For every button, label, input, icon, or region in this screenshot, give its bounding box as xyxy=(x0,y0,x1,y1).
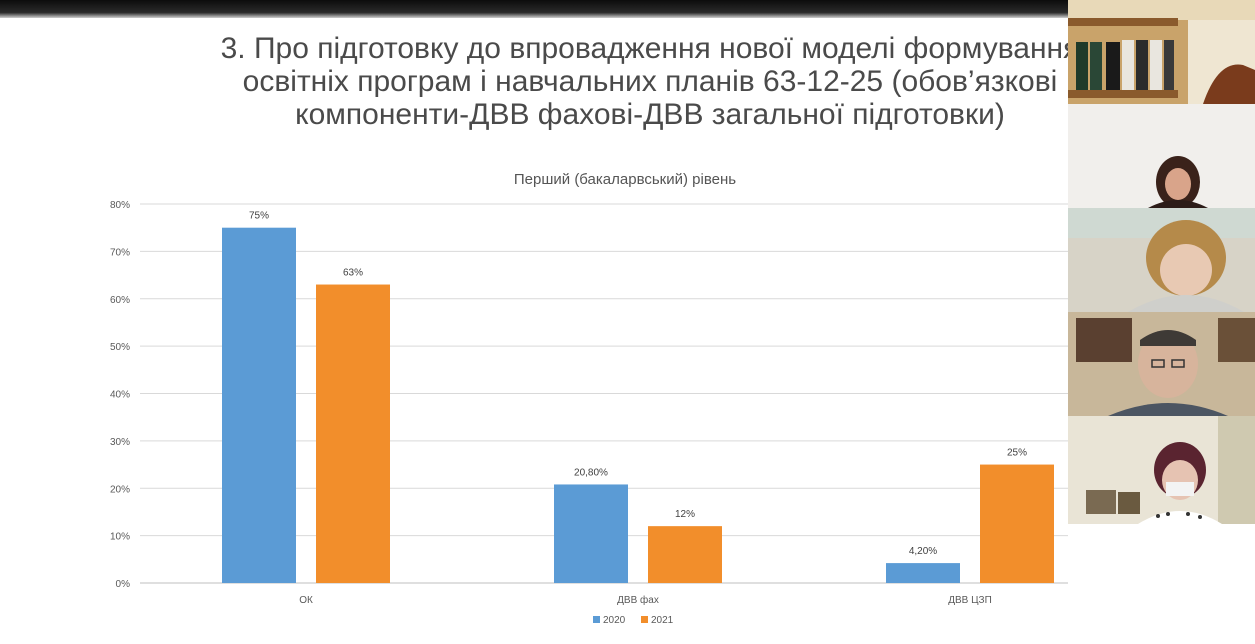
data-label-2020-1: 20,80% xyxy=(574,467,608,478)
woman-dark-hair-video xyxy=(1068,104,1255,208)
y-tick-label-80: 80% xyxy=(110,200,130,211)
legend-label-2020: 2020 xyxy=(603,615,626,626)
window-top-bar xyxy=(0,0,1255,18)
slide-title: 3. Про підготовку до впровадження нової … xyxy=(150,32,1150,131)
video-panel-4[interactable] xyxy=(1068,312,1255,416)
bar-2020-0 xyxy=(222,227,296,583)
video-panel-3[interactable] xyxy=(1068,208,1255,312)
legend-swatch-2021 xyxy=(641,616,648,623)
bar-2021-2 xyxy=(980,464,1054,583)
y-tick-label-60: 60% xyxy=(110,295,130,306)
y-tick-label-30: 30% xyxy=(110,437,130,448)
video-panel-2[interactable] xyxy=(1068,104,1255,208)
video-panel-empty xyxy=(1068,524,1255,644)
y-tick-label-10: 10% xyxy=(110,532,130,543)
bar-2021-1 xyxy=(648,526,722,583)
data-label-2021-1: 12% xyxy=(675,509,695,520)
chart-gridlines xyxy=(140,203,1136,584)
bar-chart: Перший (бакаларвський) рівень 0% 10% 20% 30… xyxy=(110,171,1136,626)
legend-label-2021: 2021 xyxy=(651,615,674,626)
woman-light-hair-video xyxy=(1068,208,1255,312)
y-tick-label-40: 40% xyxy=(110,390,130,401)
slide-title-line-1: 3. Про підготовку до впровадження нової … xyxy=(220,32,1080,65)
chart-legend: 2020 2021 xyxy=(593,615,674,626)
data-label-2020-0: 75% xyxy=(249,211,269,222)
slide-title-line-2: освітніх програм і навчальних планів 63-… xyxy=(242,65,1058,98)
chart-data-labels: 75% 63% 20,80% 12% 4,20% 25% xyxy=(249,211,1027,557)
slide-title-line-3: компоненти-ДВВ фахові-ДВВ загальної підг… xyxy=(295,98,1005,131)
y-tick-label-70: 70% xyxy=(110,247,130,258)
chart-title: Перший (бакаларвський) рівень xyxy=(514,171,736,188)
woman-mask-video xyxy=(1068,416,1255,524)
bar-2020-2 xyxy=(886,563,960,583)
chart-bars xyxy=(222,227,1054,583)
x-tick-label-0: ОК xyxy=(299,595,313,606)
data-label-2021-2: 25% xyxy=(1007,448,1027,459)
chart-y-axis: 0% 10% 20% 30% 40% 50% 60% 70% 80% xyxy=(110,200,130,590)
y-tick-label-20: 20% xyxy=(110,484,130,495)
man-glasses-video xyxy=(1068,312,1255,416)
x-tick-label-1: ДВВ фах xyxy=(617,594,659,606)
y-tick-label-50: 50% xyxy=(110,342,130,353)
bar-2020-1 xyxy=(554,484,628,583)
video-panel-5[interactable] xyxy=(1068,416,1255,524)
data-label-2020-2: 4,20% xyxy=(909,546,937,557)
office-shelves-video xyxy=(1068,0,1255,104)
x-tick-label-2: ДВВ ЦЗП xyxy=(948,595,992,606)
data-label-2021-0: 63% xyxy=(343,268,363,279)
bar-2021-0 xyxy=(316,284,390,583)
chart-x-axis: ОК ДВВ фах ДВВ ЦЗП xyxy=(299,594,992,606)
video-panel-1[interactable] xyxy=(1068,0,1255,104)
legend-swatch-2020 xyxy=(593,616,600,623)
y-tick-label-0: 0% xyxy=(116,579,131,590)
